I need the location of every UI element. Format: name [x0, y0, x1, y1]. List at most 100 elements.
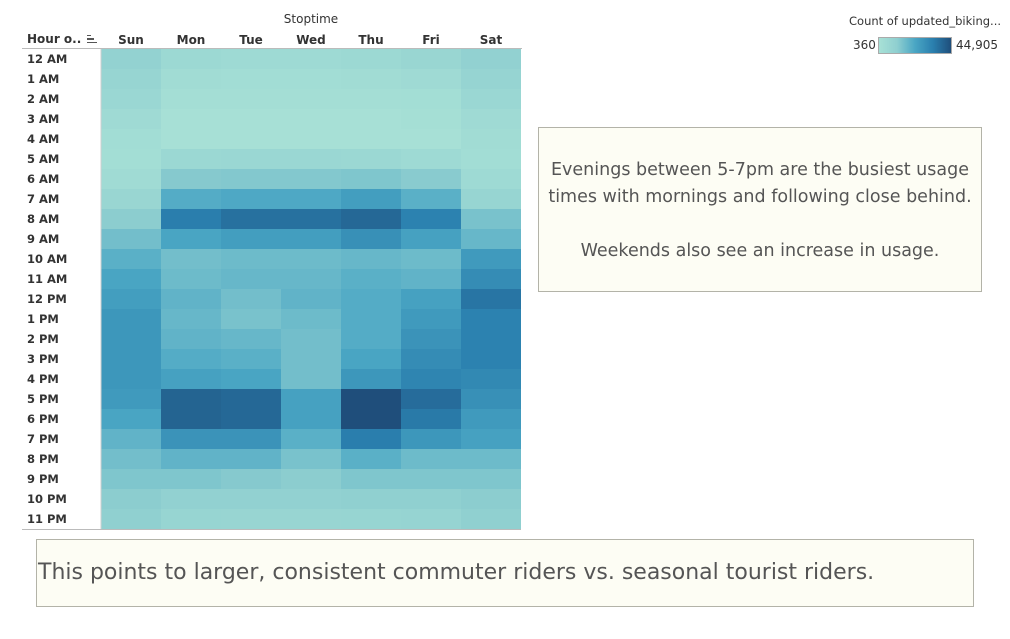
- heatmap-cell[interactable]: [161, 509, 221, 529]
- heatmap-cell[interactable]: [161, 129, 221, 149]
- heatmap-cell[interactable]: [221, 389, 281, 409]
- heatmap-cell[interactable]: [281, 309, 341, 329]
- heatmap-cell[interactable]: [101, 329, 161, 349]
- heatmap-cell[interactable]: [101, 449, 161, 469]
- heatmap-cell[interactable]: [281, 209, 341, 229]
- heatmap-cell[interactable]: [161, 109, 221, 129]
- heatmap-cell[interactable]: [161, 489, 221, 509]
- heatmap-cell[interactable]: [161, 229, 221, 249]
- heatmap-cell[interactable]: [221, 169, 281, 189]
- heatmap-cell[interactable]: [161, 49, 221, 69]
- heatmap-cell[interactable]: [401, 489, 461, 509]
- heatmap-cell[interactable]: [221, 469, 281, 489]
- heatmap-cell[interactable]: [161, 449, 221, 469]
- heatmap-cell[interactable]: [101, 229, 161, 249]
- heatmap-cell[interactable]: [401, 509, 461, 529]
- heatmap-cell[interactable]: [461, 149, 521, 169]
- heatmap-cell[interactable]: [221, 329, 281, 349]
- heatmap-cell[interactable]: [161, 349, 221, 369]
- heatmap-cell[interactable]: [101, 249, 161, 269]
- heatmap-cell[interactable]: [221, 449, 281, 469]
- heatmap-cell[interactable]: [461, 409, 521, 429]
- heatmap-cell[interactable]: [461, 49, 521, 69]
- heatmap-cell[interactable]: [341, 289, 401, 309]
- heatmap-cell[interactable]: [221, 309, 281, 329]
- heatmap-cell[interactable]: [461, 129, 521, 149]
- heatmap-cell[interactable]: [401, 309, 461, 329]
- heatmap-cell[interactable]: [461, 369, 521, 389]
- heatmap-cell[interactable]: [281, 429, 341, 449]
- heatmap-cell[interactable]: [461, 429, 521, 449]
- heatmap-cell[interactable]: [461, 489, 521, 509]
- heatmap-cell[interactable]: [221, 229, 281, 249]
- heatmap-cell[interactable]: [221, 109, 281, 129]
- heatmap-cell[interactable]: [161, 209, 221, 229]
- heatmap-cell[interactable]: [161, 429, 221, 449]
- heatmap-cell[interactable]: [161, 409, 221, 429]
- heatmap-cell[interactable]: [341, 249, 401, 269]
- heatmap-cell[interactable]: [461, 269, 521, 289]
- heatmap-cell[interactable]: [281, 129, 341, 149]
- heatmap-cell[interactable]: [341, 209, 401, 229]
- heatmap-cell[interactable]: [101, 429, 161, 449]
- heatmap-cell[interactable]: [161, 149, 221, 169]
- heatmap-cell[interactable]: [401, 209, 461, 229]
- heatmap-cell[interactable]: [221, 269, 281, 289]
- heatmap-cell[interactable]: [281, 489, 341, 509]
- heatmap-cell[interactable]: [161, 189, 221, 209]
- heatmap-cell[interactable]: [341, 69, 401, 89]
- heatmap-cell[interactable]: [401, 449, 461, 469]
- heatmap-cell[interactable]: [401, 249, 461, 269]
- heatmap-cell[interactable]: [281, 449, 341, 469]
- heatmap-cell[interactable]: [341, 189, 401, 209]
- heatmap-cell[interactable]: [101, 149, 161, 169]
- heatmap-cell[interactable]: [221, 89, 281, 109]
- heatmap-cell[interactable]: [281, 349, 341, 369]
- heatmap-cell[interactable]: [461, 189, 521, 209]
- heatmap-cell[interactable]: [401, 349, 461, 369]
- heatmap-cell[interactable]: [281, 249, 341, 269]
- heatmap-cell[interactable]: [341, 409, 401, 429]
- heatmap-cell[interactable]: [401, 429, 461, 449]
- heatmap-cell[interactable]: [161, 169, 221, 189]
- heatmap-cell[interactable]: [101, 69, 161, 89]
- heatmap-cell[interactable]: [281, 389, 341, 409]
- heatmap-cell[interactable]: [281, 229, 341, 249]
- heatmap-cell[interactable]: [341, 449, 401, 469]
- heatmap-cell[interactable]: [101, 89, 161, 109]
- heatmap-cell[interactable]: [401, 409, 461, 429]
- heatmap-cell[interactable]: [341, 429, 401, 449]
- heatmap-cell[interactable]: [101, 349, 161, 369]
- heatmap-cell[interactable]: [401, 69, 461, 89]
- heatmap-cell[interactable]: [401, 189, 461, 209]
- heatmap-cell[interactable]: [101, 409, 161, 429]
- heatmap-cell[interactable]: [401, 469, 461, 489]
- heatmap-cell[interactable]: [161, 309, 221, 329]
- heatmap-cell[interactable]: [161, 269, 221, 289]
- heatmap-cell[interactable]: [461, 509, 521, 529]
- heatmap-cell[interactable]: [461, 69, 521, 89]
- heatmap-cell[interactable]: [221, 149, 281, 169]
- heatmap-cell[interactable]: [161, 289, 221, 309]
- heatmap-cell[interactable]: [401, 389, 461, 409]
- heatmap-cell[interactable]: [281, 509, 341, 529]
- heatmap-cell[interactable]: [281, 409, 341, 429]
- heatmap-cell[interactable]: [221, 489, 281, 509]
- heatmap-cell[interactable]: [341, 509, 401, 529]
- heatmap-cell[interactable]: [281, 189, 341, 209]
- heatmap-cell[interactable]: [101, 289, 161, 309]
- heatmap-cell[interactable]: [401, 149, 461, 169]
- heatmap-cell[interactable]: [101, 209, 161, 229]
- heatmap-cell[interactable]: [161, 249, 221, 269]
- heatmap-cell[interactable]: [401, 169, 461, 189]
- heatmap-cell[interactable]: [281, 269, 341, 289]
- heatmap-cell[interactable]: [341, 89, 401, 109]
- heatmap-cell[interactable]: [101, 129, 161, 149]
- heatmap-cell[interactable]: [461, 289, 521, 309]
- heatmap-cell[interactable]: [281, 329, 341, 349]
- heatmap-cell[interactable]: [341, 489, 401, 509]
- heatmap-cell[interactable]: [221, 49, 281, 69]
- heatmap-cell[interactable]: [401, 109, 461, 129]
- heatmap-cell[interactable]: [281, 469, 341, 489]
- heatmap-cell[interactable]: [101, 489, 161, 509]
